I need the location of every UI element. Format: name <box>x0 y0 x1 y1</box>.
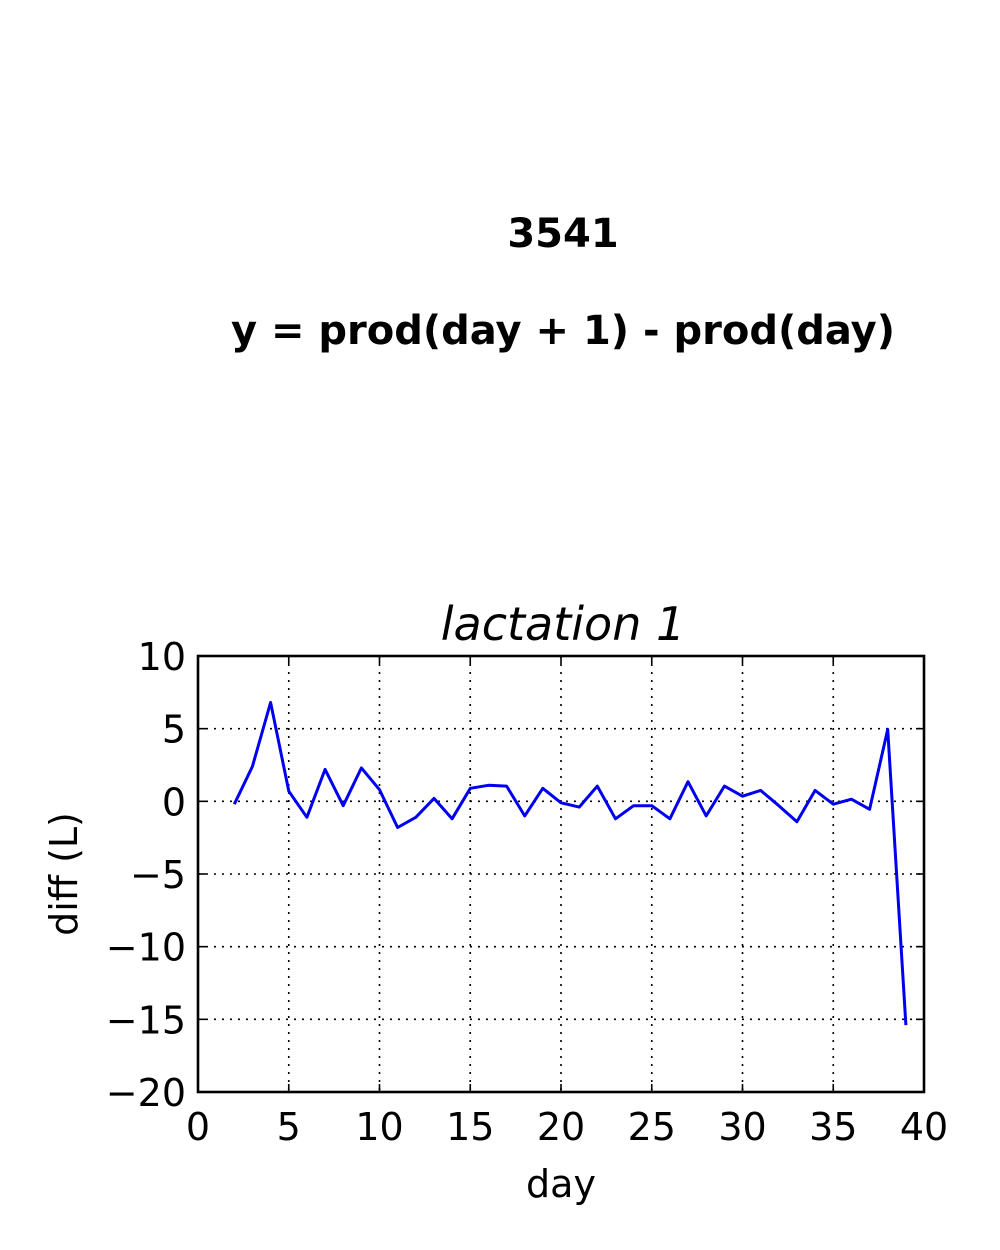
y-tick-label: 10 <box>138 635 186 679</box>
plot-area <box>232 701 908 1026</box>
y-tick-label: 5 <box>162 708 186 752</box>
x-tick-label: 40 <box>900 1105 948 1149</box>
x-tick-label: 25 <box>628 1105 676 1149</box>
x-tick-label: 35 <box>809 1105 857 1149</box>
x-tick-labels: 0 5 10 15 20 25 30 35 40 <box>186 1105 948 1149</box>
y-tick-label: −10 <box>106 926 186 970</box>
x-tick-label: 15 <box>446 1105 494 1149</box>
y-tick-label: −20 <box>106 1071 186 1115</box>
x-tick-label: 30 <box>718 1105 766 1149</box>
series-line <box>232 701 908 1026</box>
y-tick-label: 0 <box>162 780 186 824</box>
x-tick-label: 5 <box>277 1105 301 1149</box>
y-tick-labels: 10 5 0 −5 −10 −15 −20 <box>106 635 186 1115</box>
figure-subtitle: y = prod(day + 1) - prod(day) <box>231 308 895 354</box>
chart-title: lactation 1 <box>441 597 686 651</box>
x-tick-label: 0 <box>186 1105 210 1149</box>
grid <box>197 655 925 1093</box>
y-tick-label: −15 <box>106 998 186 1042</box>
ticks <box>197 655 925 1093</box>
x-tick-label: 20 <box>537 1105 585 1149</box>
y-axis-label: diff (L) <box>42 812 86 936</box>
y-tick-label: −5 <box>130 853 186 897</box>
x-tick-label: 10 <box>355 1105 403 1149</box>
x-axis-label: day <box>526 1162 596 1206</box>
figure-title: 3541 <box>507 211 618 257</box>
